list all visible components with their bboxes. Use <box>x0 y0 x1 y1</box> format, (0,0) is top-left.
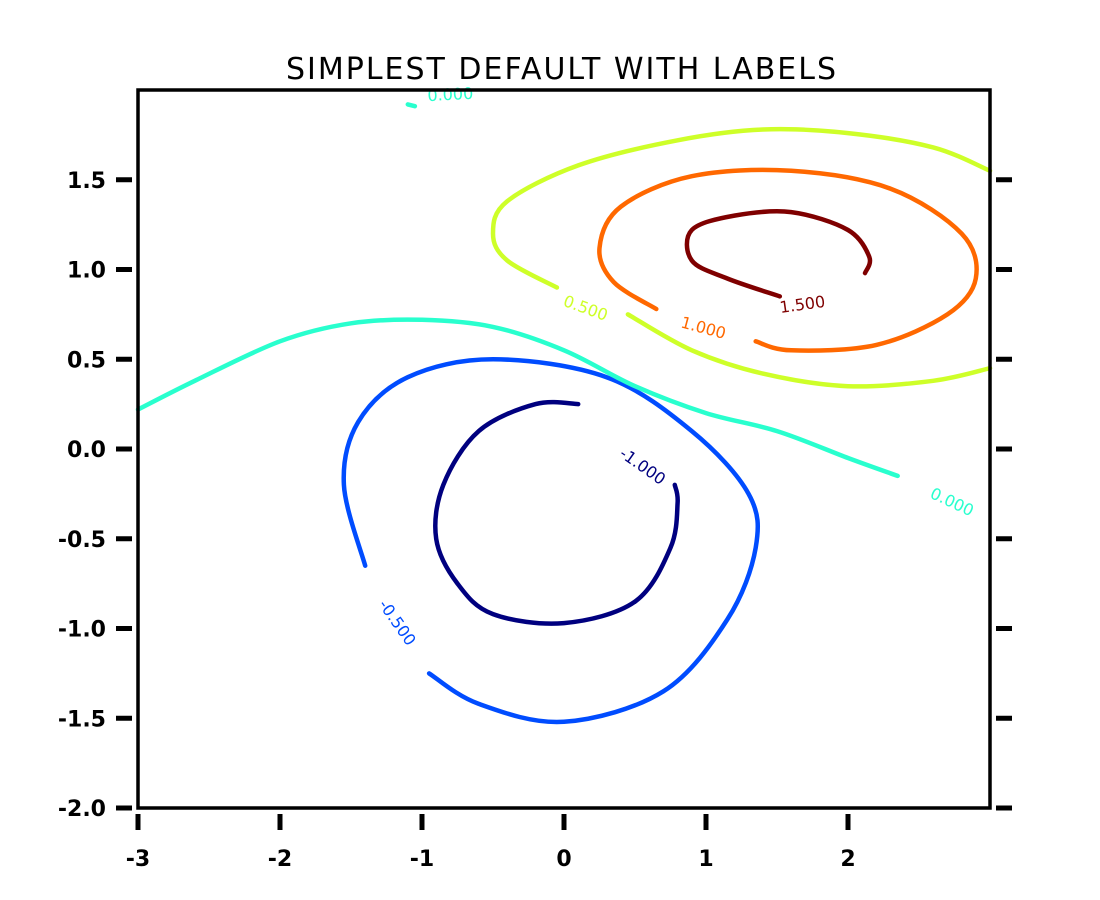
contour-line-1.500 <box>684 208 873 299</box>
y-tick-label: -1.5 <box>58 707 106 732</box>
y-axis: -2.0 -1.5 -1.0 -0.5 0.0 0.5 1.0 1.5 <box>58 169 132 822</box>
x-tick-label: 0 <box>556 847 571 872</box>
chart-title: SIMPLEST DEFAULT WITH LABELS <box>286 52 838 87</box>
contour-line-0.000 <box>405 102 418 109</box>
y-tick-label: 0.0 <box>67 438 106 463</box>
y-tick-label: 1.5 <box>67 169 106 194</box>
plot-frame <box>136 88 992 810</box>
contour-label--0.500: -0.500 <box>375 596 420 649</box>
contour-label-0.000: 0.000 <box>927 484 977 521</box>
x-tick-label: 1 <box>698 847 713 872</box>
y-tick-label: 1.0 <box>67 259 106 284</box>
x-tick-label: -2 <box>268 847 292 872</box>
contour-label-0.000: 0.000 <box>427 84 474 105</box>
contour-label-1.500: 1.500 <box>778 292 826 317</box>
contour-labels-layer: -1.000 -0.500 0.000 0.000 0.500 1.000 1.500 <box>375 84 977 649</box>
y-tick-label: -2.0 <box>58 797 106 822</box>
y-tick-label: -1.0 <box>58 618 106 643</box>
x-axis: -3 -2 -1 0 1 2 <box>126 814 856 872</box>
contours-layer <box>135 102 993 725</box>
contour-line-0.000 <box>135 317 900 479</box>
contour-line-0.500 <box>490 126 993 290</box>
y-tick-label: 0.5 <box>67 348 106 373</box>
contour-label--1.000: -1.000 <box>616 444 669 489</box>
contour-line--1.000 <box>433 399 680 626</box>
y-tick-label: -0.5 <box>58 528 106 553</box>
y-axis-right-ticks <box>996 177 1012 811</box>
contour-label-0.500: 0.500 <box>561 291 611 325</box>
contour-line-0.500 <box>625 312 993 389</box>
x-tick-label: -3 <box>126 847 150 872</box>
contour-label-1.000: 1.000 <box>679 313 728 343</box>
x-tick-label: 2 <box>840 847 855 872</box>
contour-line--0.500 <box>341 357 761 725</box>
contour-line-1.000 <box>597 167 979 353</box>
x-tick-label: -1 <box>410 847 434 872</box>
